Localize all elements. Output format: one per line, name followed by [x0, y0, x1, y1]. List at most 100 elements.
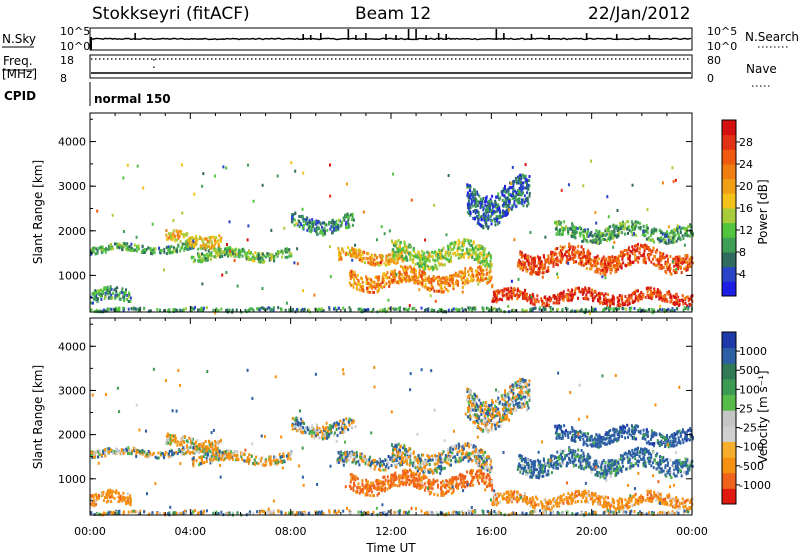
range-cell	[119, 298, 121, 301]
range-cell	[587, 260, 589, 263]
range-cell	[655, 251, 657, 254]
range-cell	[188, 437, 190, 440]
range-cell	[677, 237, 679, 240]
range-cell	[128, 300, 130, 303]
range-cell	[252, 253, 254, 256]
range-cell	[444, 255, 446, 258]
range-cell	[191, 437, 193, 440]
range-cell	[356, 287, 358, 290]
range-cell	[687, 267, 689, 270]
range-cell	[287, 251, 289, 254]
range-cell	[620, 251, 622, 254]
range-cell	[238, 249, 240, 252]
range-cell	[598, 292, 600, 295]
range-cell	[496, 300, 498, 303]
range-cell	[201, 245, 203, 248]
range-cell	[123, 230, 125, 233]
date-title: 22/Jan/2012	[588, 4, 691, 24]
range-cell	[373, 281, 375, 284]
range-cell	[483, 213, 485, 216]
range-cell	[406, 257, 408, 260]
range-cell	[670, 240, 672, 243]
range-cell	[538, 261, 540, 264]
colorbar-segment	[722, 164, 736, 179]
range-cell	[319, 231, 321, 234]
range-cell	[648, 287, 650, 290]
range-cell	[483, 253, 485, 256]
range-cell	[357, 279, 359, 282]
range-cell	[412, 254, 414, 257]
range-cell	[614, 270, 616, 273]
range-cell	[496, 196, 498, 199]
range-cell	[498, 292, 500, 295]
range-cell	[572, 230, 574, 233]
range-cell	[217, 247, 219, 250]
range-cell	[115, 290, 117, 293]
range-cell	[602, 269, 604, 272]
range-cell	[668, 242, 670, 245]
range-cell	[221, 251, 223, 254]
range-cell	[576, 231, 578, 234]
range-cell	[415, 275, 417, 278]
range-cell	[653, 289, 655, 292]
freq-tick-bottom: 8	[60, 72, 67, 85]
range-cell	[595, 229, 597, 232]
range-cell	[376, 257, 378, 260]
range-cell	[222, 165, 224, 168]
range-cell	[637, 245, 639, 248]
range-cell	[650, 286, 652, 289]
range-cell	[136, 250, 138, 253]
range-cell	[684, 306, 686, 309]
range-cell	[248, 309, 250, 312]
range-cell	[472, 204, 474, 207]
range-cell	[508, 193, 510, 196]
range-cell	[179, 235, 181, 238]
range-cell	[682, 302, 684, 305]
range-cell	[466, 248, 468, 251]
range-cell	[559, 298, 561, 301]
range-cell	[625, 264, 627, 267]
range-cell	[680, 238, 682, 241]
range-cell	[351, 271, 353, 274]
range-cell	[228, 449, 230, 452]
range-cell	[365, 282, 367, 285]
range-cell	[548, 261, 550, 264]
range-cell	[624, 233, 626, 236]
range-cell	[180, 241, 182, 244]
range-cell	[447, 245, 449, 248]
range-cell	[253, 200, 255, 203]
range-cell	[655, 228, 657, 231]
range-cell	[583, 291, 585, 294]
range-cell	[544, 263, 546, 266]
range-cell	[556, 302, 558, 305]
range-cell	[234, 259, 236, 262]
range-cell	[527, 200, 529, 203]
range-cell	[212, 448, 214, 451]
range-cell	[344, 309, 346, 312]
range-cell	[529, 195, 531, 198]
range-cell	[270, 229, 272, 232]
range-cell	[183, 441, 185, 444]
range-cell	[97, 249, 99, 252]
range-cell	[585, 259, 587, 262]
range-cell	[608, 300, 610, 303]
range-cell	[674, 303, 676, 306]
range-cell	[337, 227, 339, 230]
colorbar-tick-label: 16	[739, 202, 753, 215]
range-cell	[260, 261, 262, 264]
range-cell	[533, 267, 535, 270]
range-cell	[631, 220, 633, 223]
range-cell	[483, 217, 485, 220]
range-cell	[430, 294, 432, 297]
range-cell	[225, 271, 227, 274]
range-cell	[399, 249, 401, 252]
range-cell	[621, 258, 623, 261]
range-cell	[601, 301, 603, 304]
range-cell	[566, 250, 568, 253]
range-cell	[650, 234, 652, 237]
range-cell	[554, 221, 556, 224]
range-cell	[609, 225, 611, 228]
range-cell	[624, 223, 626, 226]
range-cell	[593, 297, 595, 300]
range-cell	[253, 309, 255, 312]
